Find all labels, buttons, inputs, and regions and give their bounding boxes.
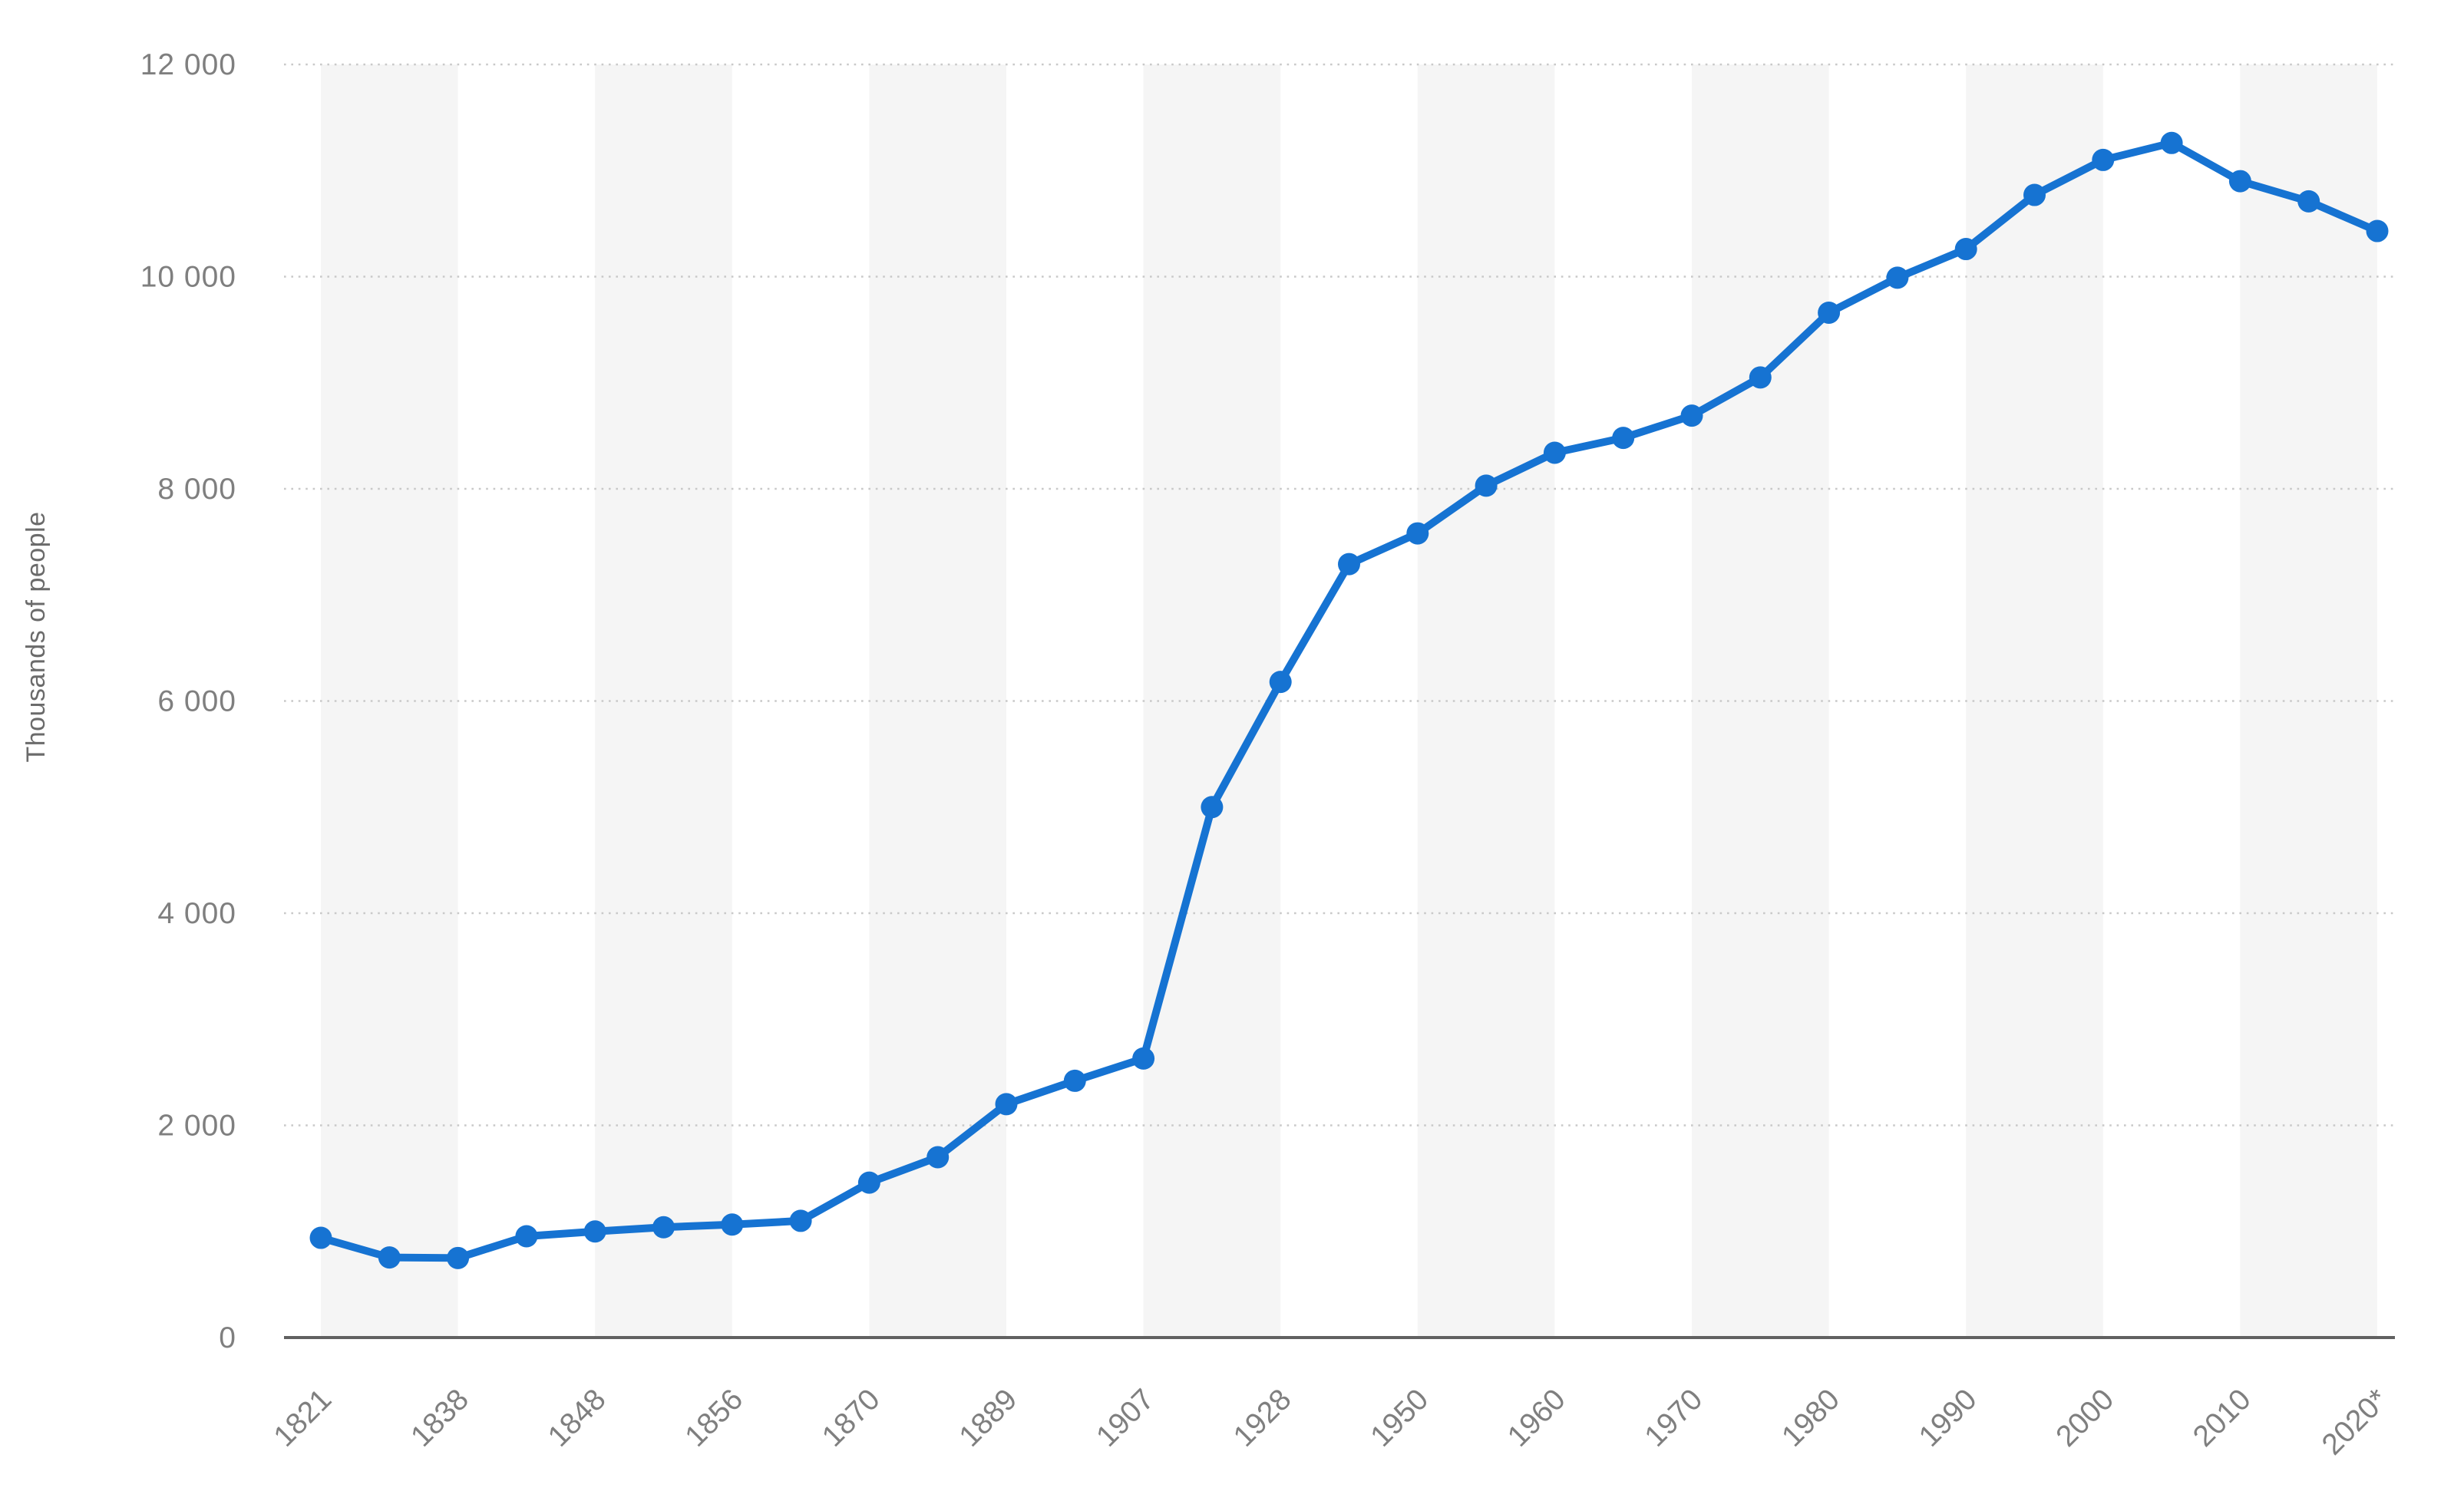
data-point[interactable] xyxy=(1543,441,1566,464)
data-point[interactable] xyxy=(926,1146,950,1169)
data-point[interactable] xyxy=(1269,671,1292,694)
data-point[interactable] xyxy=(378,1246,401,1269)
x-axis-tick-label: 1950 xyxy=(1364,1383,1435,1453)
x-axis-tick-label: 1821 xyxy=(268,1383,339,1453)
data-point[interactable] xyxy=(2160,131,2183,154)
data-point[interactable] xyxy=(1749,366,1772,389)
data-point[interactable] xyxy=(1406,522,1429,545)
data-point[interactable] xyxy=(1612,427,1635,450)
x-axis-tick-label: 1889 xyxy=(953,1383,1024,1453)
data-point[interactable] xyxy=(652,1216,675,1239)
data-point[interactable] xyxy=(447,1246,470,1269)
x-axis-tick-label: 1907 xyxy=(1090,1383,1161,1453)
y-axis-tick-label: 8 000 xyxy=(157,473,236,506)
x-axis-tick-label: 2000 xyxy=(2049,1383,2120,1453)
data-point[interactable] xyxy=(1338,553,1360,576)
data-point[interactable] xyxy=(2023,183,2046,206)
data-point[interactable] xyxy=(2366,219,2389,242)
x-axis-tick-label: 1928 xyxy=(1227,1383,1298,1453)
background-bands-layer xyxy=(321,64,2377,1338)
x-axis-tick-label: 1870 xyxy=(816,1383,887,1453)
y-axis-tick-label: 10 000 xyxy=(140,261,236,294)
x-axis-tick-label: 2010 xyxy=(2187,1383,2258,1453)
data-point[interactable] xyxy=(995,1093,1018,1116)
y-axis-tick-label: 4 000 xyxy=(157,897,236,930)
data-point[interactable] xyxy=(1680,404,1703,427)
data-series-layer xyxy=(309,131,2389,1269)
data-point[interactable] xyxy=(789,1209,812,1232)
x-axis-tick-label: 1990 xyxy=(1913,1383,1983,1453)
data-point[interactable] xyxy=(857,1171,880,1194)
y-axis-tick-label: 0 xyxy=(219,1321,236,1354)
gridlines-layer xyxy=(284,63,2395,1127)
y-axis-tick-label: 2 000 xyxy=(157,1110,236,1143)
y-axis-title: Thousands of people xyxy=(21,511,51,762)
data-point[interactable] xyxy=(515,1225,538,1248)
data-point[interactable] xyxy=(1475,474,1498,497)
data-point[interactable] xyxy=(309,1226,332,1249)
x-axis-tick-label: 1848 xyxy=(542,1383,613,1453)
data-point[interactable] xyxy=(721,1213,744,1236)
x-axis-tick-label: 1838 xyxy=(405,1383,475,1453)
y-axis-tick-label: 12 000 xyxy=(140,48,236,81)
data-point[interactable] xyxy=(1954,238,1977,261)
y-axis-tick-label: 6 000 xyxy=(157,685,236,718)
x-axis-tick-label: 1970 xyxy=(1639,1383,1709,1453)
x-axis-tick-label: 1980 xyxy=(1775,1383,1846,1453)
data-point[interactable] xyxy=(1818,302,1841,325)
data-point[interactable] xyxy=(2092,148,2115,171)
data-point[interactable] xyxy=(1063,1069,1086,1092)
x-axis-tick-label: 2020* xyxy=(2316,1383,2394,1461)
data-point[interactable] xyxy=(583,1220,606,1243)
data-point[interactable] xyxy=(1201,796,1224,819)
data-point[interactable] xyxy=(1132,1047,1155,1070)
x-axis-tick-label: 1856 xyxy=(679,1383,749,1453)
data-point[interactable] xyxy=(2228,170,2251,193)
x-axis-tick-label: 1960 xyxy=(1501,1383,1572,1453)
data-point[interactable] xyxy=(1886,266,1909,289)
data-point[interactable] xyxy=(2297,190,2320,213)
